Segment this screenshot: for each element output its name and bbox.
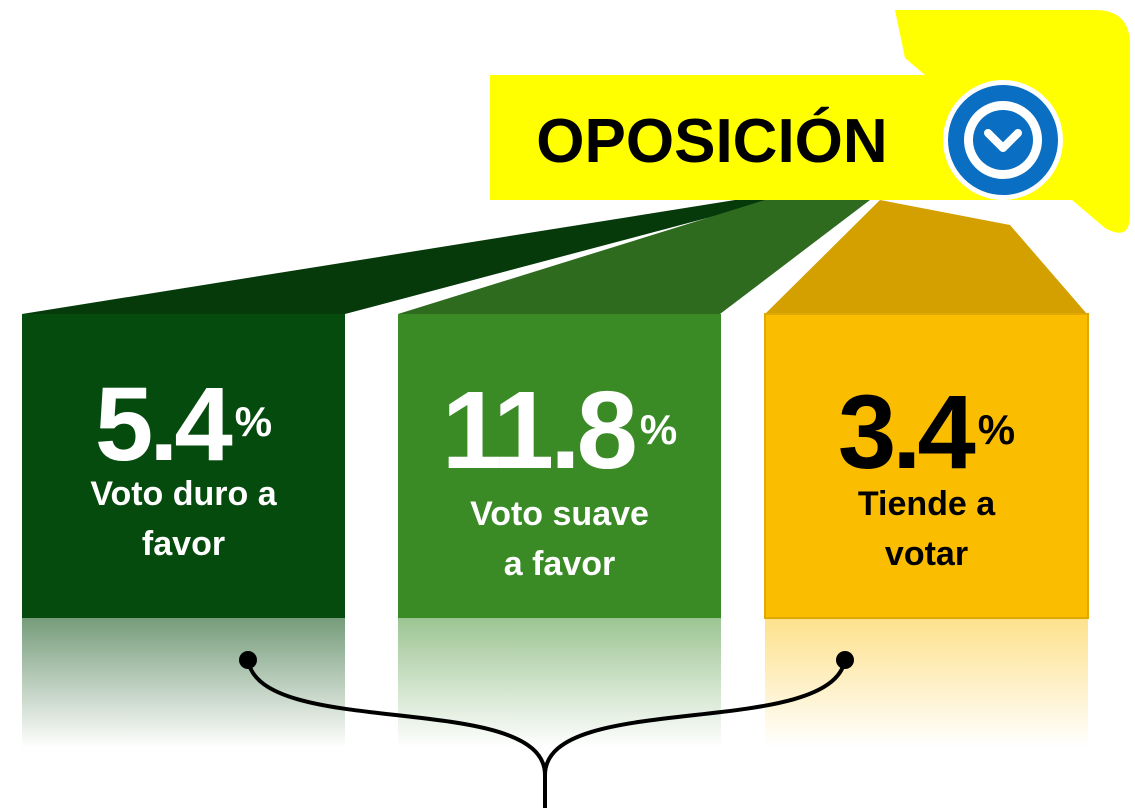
label-line: a favor bbox=[504, 545, 616, 583]
box-top bbox=[398, 200, 870, 314]
value-text: 3.4% bbox=[838, 374, 1015, 491]
dropdown-icon[interactable] bbox=[943, 80, 1063, 200]
box-reflection bbox=[22, 618, 345, 748]
brace-dot bbox=[239, 651, 257, 669]
value: 5.4 bbox=[95, 366, 233, 483]
unit: % bbox=[640, 406, 677, 453]
box bbox=[764, 313, 1089, 619]
title: OPOSICIÓN bbox=[536, 107, 887, 176]
box-top bbox=[765, 200, 1087, 314]
label-line: Tiende a bbox=[858, 485, 996, 523]
value-text: 11.8% bbox=[442, 369, 677, 492]
label-line: votar bbox=[885, 535, 968, 573]
value: 3.4 bbox=[838, 374, 976, 491]
value: 11.8 bbox=[442, 369, 635, 492]
box-reflection bbox=[398, 618, 721, 748]
box-top bbox=[22, 200, 775, 314]
value-text: 5.4% bbox=[95, 366, 272, 483]
label-line: favor bbox=[142, 525, 225, 563]
unit: % bbox=[978, 406, 1015, 453]
box bbox=[22, 314, 345, 618]
unit: % bbox=[235, 398, 272, 445]
label-line: Voto suave bbox=[470, 495, 649, 533]
box bbox=[398, 314, 721, 618]
brace bbox=[246, 659, 847, 808]
box-reflection bbox=[765, 618, 1088, 748]
brace-dot bbox=[836, 651, 854, 669]
label-line: Voto duro a bbox=[90, 475, 277, 513]
